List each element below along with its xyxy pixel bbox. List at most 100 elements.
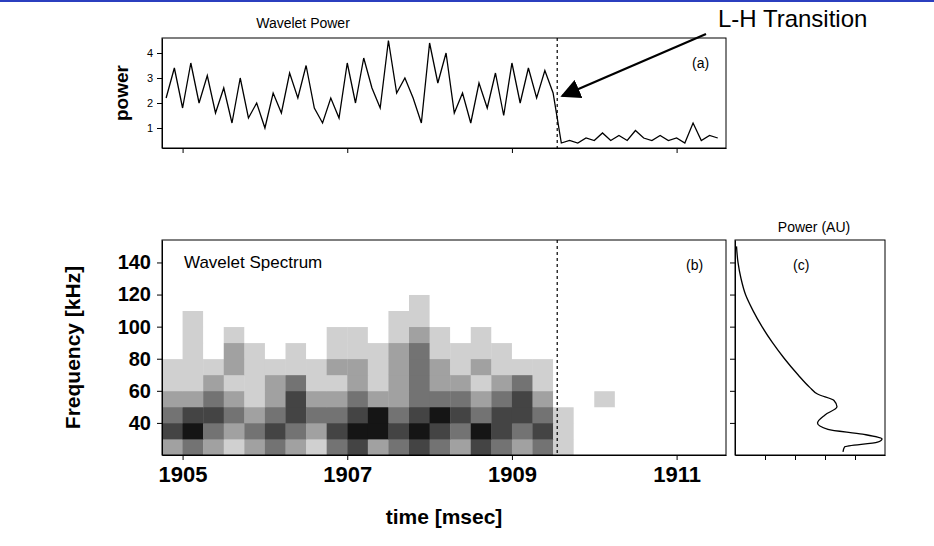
spectrum-cell [265,343,286,359]
spectrum-cell [388,311,409,327]
spectrum-cell [533,359,554,375]
tick-mark [795,455,796,460]
spectrum-cell [327,279,348,295]
spectrum-cell [471,262,492,278]
spectrum-cell [574,439,595,455]
spectrum-cell [224,423,245,439]
spectrum-cell [286,439,307,455]
spectrum-cell [553,423,574,439]
spectrum-cell [265,295,286,311]
plot-frame [162,240,726,455]
y-axis: 1234 [147,39,163,149]
spectrum-cell [471,311,492,327]
spectrum-cell [471,343,492,359]
spectrum-cell [533,423,554,439]
tick-label: 80 [129,348,151,370]
spectrum-cell [491,407,512,423]
panel-title: Wavelet Power [256,15,350,31]
spectrum-cell [430,311,451,327]
spectrum-cell [347,327,368,343]
spectrum-cell [327,327,348,343]
spectrum-cell [677,343,698,359]
spectrum-cell [574,359,595,375]
spectrum-cell [368,327,389,343]
tick-label: 1911 [653,462,701,487]
power-profile-line [737,246,883,451]
spectrum-cell [574,279,595,295]
spectrum-cell [224,375,245,391]
spectrum-cell [244,439,265,455]
spectrum-cell [471,439,492,455]
spectrum-cell [388,343,409,359]
spectrum-cell [450,246,471,262]
spectrum-cell [594,407,615,423]
spectrum-cell [183,423,204,439]
spectrum-cell [265,279,286,295]
spectrum-cell [512,375,533,391]
spectrum-cell [244,423,265,439]
spectrum-cell [306,343,327,359]
spectrum-cell [553,279,574,295]
spectrum-cell [594,246,615,262]
spectrum-cell [574,423,595,439]
spectrum-cell [512,343,533,359]
spectrum-cell [574,311,595,327]
spectrum-cell [697,327,718,343]
y-axis-line [735,241,736,456]
spectrum-cell [553,311,574,327]
annotation-arrow [562,34,706,96]
spectrum-cell [512,311,533,327]
spectrum-cell [656,279,677,295]
spectrum-cell [471,246,492,262]
spectrum-cell [244,359,265,375]
spectrum-cell [656,343,677,359]
tick [730,391,735,392]
spectrum-cell [697,295,718,311]
spectrum-cell [697,311,718,327]
spectrum-cell [183,407,204,423]
spectrum-cell [162,327,183,343]
tick: 1 [147,122,162,134]
spectrum-cell [450,359,471,375]
x-axis-line [163,148,727,149]
tick-mark [765,455,766,460]
plot-area-b [162,240,718,455]
panel-title: Wavelet Spectrum [184,253,322,272]
tick-mark [677,148,678,153]
spectrum-cell [368,279,389,295]
spectrum-cell [203,423,224,439]
spectrum-cell [347,279,368,295]
spectrum-cell [388,391,409,407]
spectrum-cell [533,407,554,423]
spectrum-cell [409,423,430,439]
spectrum-cell [430,343,451,359]
spectrum-cell [656,407,677,423]
spectrum-cell [224,407,245,423]
spectrum-cell [203,295,224,311]
spectrum-cell [265,327,286,343]
spectrum-cell [553,295,574,311]
spectrum-cell [635,391,656,407]
spectrum-cell [409,311,430,327]
spectrum-cell [677,295,698,311]
spectrum-cell [244,295,265,311]
spectrum-cell [306,439,327,455]
spectrum-cell [656,262,677,278]
spectrum-cell [594,439,615,455]
spectrum-cell [327,439,348,455]
spectrum-cell [388,327,409,343]
spectrum-cell [409,439,430,455]
spectrum-cell [656,295,677,311]
spectrum-cell [203,391,224,407]
tick-label: 140 [118,251,151,273]
spectrum-cell [306,279,327,295]
tick: 4 [147,47,162,59]
spectrum-cell [553,327,574,343]
spectrum-cell [265,375,286,391]
spectrum-cell [162,311,183,327]
spectrum-cell [533,343,554,359]
tick-label: 4 [147,47,153,59]
tick-mark [512,148,513,153]
spectrum-cell [368,359,389,375]
spectrum-cell [347,391,368,407]
